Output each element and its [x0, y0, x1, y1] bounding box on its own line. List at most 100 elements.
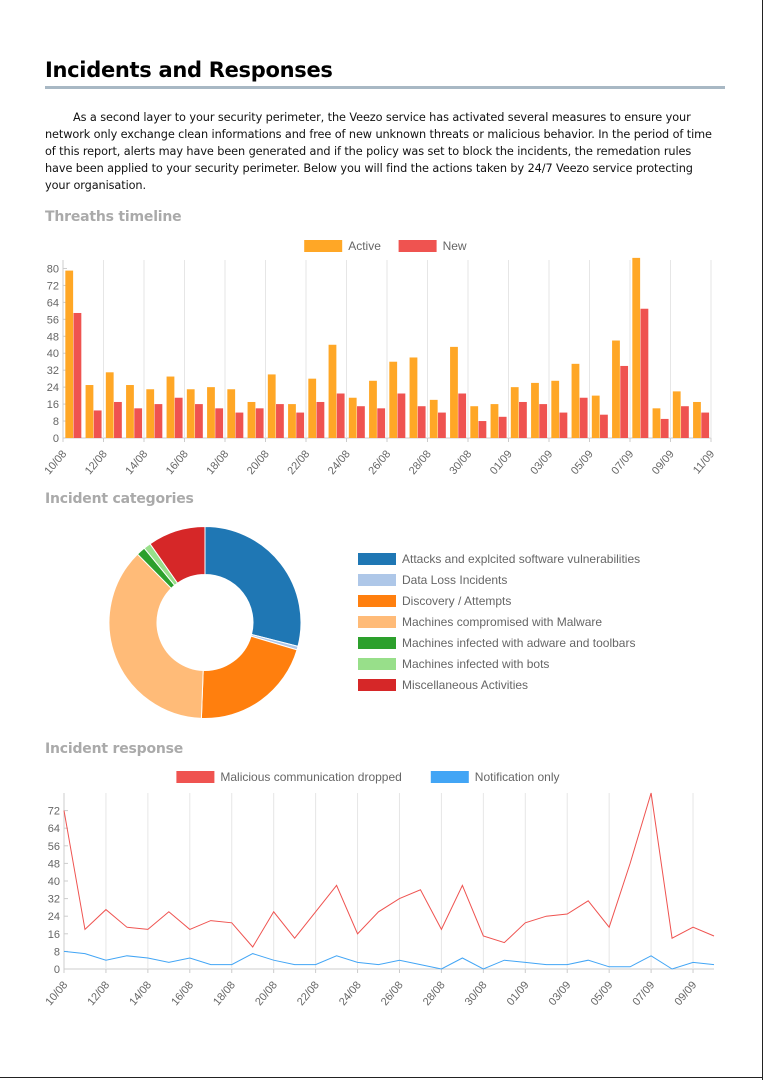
- x-tick-label-0: 10/08: [42, 448, 69, 477]
- bar-new-7: [215, 408, 224, 438]
- legend-label-6: Miscellaneous Activities: [402, 678, 528, 692]
- bar-new-11: [296, 412, 305, 438]
- legend-label-5: Machines infected with bots: [402, 657, 549, 671]
- x-tick-label-11: 01/09: [488, 448, 515, 477]
- y-tick-label-10: 80: [47, 263, 59, 275]
- pie-slice-2: [200, 635, 298, 719]
- x-tick-label-1: 12/08: [85, 979, 112, 1008]
- x-tick-label-10: 30/08: [463, 979, 490, 1008]
- legend-label-1: New: [443, 239, 467, 253]
- y-tick-label-9: 72: [47, 280, 59, 292]
- legend-label-1: Data Loss Incidents: [402, 573, 507, 587]
- legend-swatch-1: [398, 240, 437, 252]
- x-tick-label-14: 07/09: [631, 979, 658, 1008]
- legend-label-2: Discovery / Attempts: [402, 594, 511, 608]
- y-tick-label-5: 40: [48, 876, 60, 888]
- y-tick-label-8: 64: [47, 297, 59, 309]
- x-tick-label-4: 18/08: [211, 979, 238, 1008]
- x-tick-label-2: 14/08: [123, 448, 150, 477]
- pie-slice-3: [108, 553, 204, 719]
- x-tick-label-3: 16/08: [169, 979, 196, 1008]
- bar-new-17: [417, 406, 426, 438]
- bar-new-19: [458, 393, 467, 438]
- y-tick-label-0: 0: [53, 433, 59, 445]
- bar-active-24: [551, 380, 560, 438]
- bar-active-29: [652, 408, 661, 438]
- x-tick-label-8: 26/08: [366, 448, 393, 477]
- bar-new-24: [559, 412, 568, 438]
- x-tick-label-5: 20/08: [245, 448, 272, 477]
- legend-label-0: Attacks and explcited software vulnerabi…: [402, 552, 640, 566]
- y-tick-label-3: 24: [48, 911, 60, 923]
- legend-swatch-0: [358, 553, 396, 565]
- bar-active-1: [85, 385, 94, 438]
- bar-active-19: [450, 346, 458, 438]
- bar-active-13: [328, 344, 337, 438]
- bar-active-9: [247, 401, 256, 438]
- bar-active-25: [571, 363, 580, 438]
- x-tick-label-3: 16/08: [164, 448, 191, 477]
- x-tick-label-4: 18/08: [204, 448, 231, 477]
- bar-new-5: [174, 397, 183, 438]
- bar-new-12: [316, 401, 325, 438]
- y-tick-label-0: 0: [54, 964, 60, 976]
- x-tick-label-6: 22/08: [285, 448, 312, 477]
- bar-active-23: [531, 382, 539, 438]
- x-tick-label-1: 12/08: [83, 448, 110, 477]
- legend-swatch-0: [304, 240, 343, 252]
- bar-active-5: [166, 376, 175, 438]
- bar-new-18: [438, 412, 446, 438]
- bar-new-20: [478, 421, 487, 438]
- y-tick-label-7: 56: [48, 841, 60, 853]
- bar-active-11: [288, 404, 296, 438]
- bar-new-25: [579, 397, 588, 438]
- bar-active-15: [369, 380, 377, 438]
- bar-active-17: [409, 357, 418, 438]
- bar-new-2: [114, 401, 122, 438]
- page-border-bottom: [0, 1077, 763, 1078]
- y-tick-label-9: 72: [48, 806, 60, 818]
- x-tick-label-15: 09/09: [672, 979, 699, 1008]
- bar-new-1: [93, 410, 102, 438]
- bar-active-31: [693, 401, 701, 438]
- x-tick-label-13: 05/09: [569, 448, 596, 477]
- x-tick-label-11: 01/09: [505, 979, 532, 1008]
- y-tick-label-1: 8: [54, 946, 60, 958]
- x-tick-label-9: 28/08: [421, 979, 448, 1008]
- bar-active-27: [612, 340, 620, 438]
- bar-active-12: [308, 378, 317, 438]
- legend-swatch-2: [358, 595, 396, 607]
- bar-active-20: [470, 406, 479, 438]
- x-tick-label-7: 24/08: [326, 448, 353, 477]
- x-tick-label-12: 03/09: [528, 448, 555, 477]
- legend-label-0: Malicious communication dropped: [220, 770, 401, 784]
- y-tick-label-7: 56: [47, 314, 59, 326]
- legend-swatch-0: [176, 771, 215, 783]
- incident-categories-chart: Attacks and explcited software vulnerabi…: [108, 525, 640, 719]
- bar-active-7: [207, 387, 215, 438]
- x-tick-label-9: 28/08: [407, 448, 434, 477]
- bar-active-22: [510, 387, 519, 438]
- bar-new-16: [397, 393, 406, 438]
- bar-active-6: [186, 389, 195, 438]
- bar-active-28: [632, 257, 641, 438]
- title-underline: [45, 86, 725, 89]
- bar-active-0: [65, 270, 74, 438]
- y-tick-label-4: 32: [48, 894, 60, 906]
- legend-swatch-6: [358, 679, 396, 691]
- legend-swatch-1: [358, 574, 396, 586]
- threats-timeline-chart: Active New 0 8 16 24 32 40 48 56 64 72 80 10/08 12/08 1…: [42, 239, 717, 477]
- y-tick-label-1: 8: [53, 416, 59, 428]
- pie-slice-0: [204, 525, 302, 647]
- bar-new-26: [600, 414, 608, 438]
- legend-swatch-4: [358, 637, 396, 649]
- y-tick-label-6: 48: [47, 331, 59, 343]
- bar-active-26: [591, 395, 600, 438]
- legend-swatch-3: [358, 616, 396, 628]
- x-tick-label-13: 05/09: [589, 979, 616, 1008]
- x-tick-label-14: 07/09: [609, 448, 636, 477]
- bar-new-21: [498, 416, 507, 438]
- bar-new-27: [620, 365, 629, 438]
- bar-new-0: [73, 312, 82, 438]
- bar-new-13: [336, 393, 345, 438]
